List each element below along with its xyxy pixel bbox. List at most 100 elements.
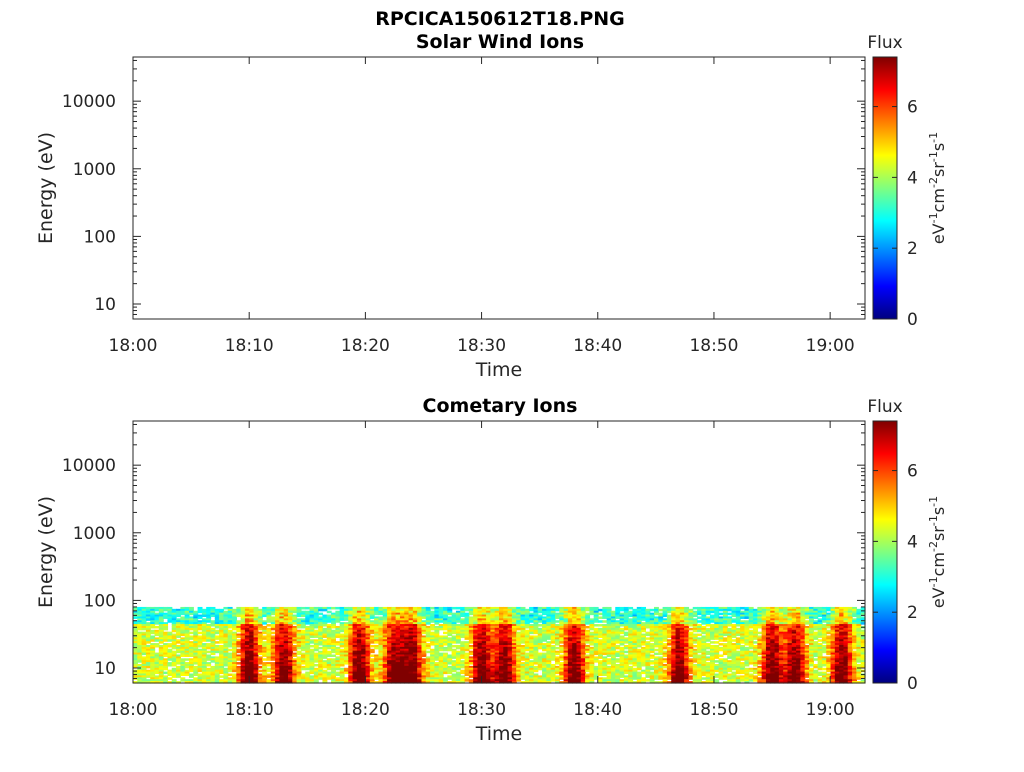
spectrogram-cell (206, 664, 211, 667)
spectrogram-cell (624, 634, 629, 637)
spectrogram-cell (335, 668, 340, 671)
spectrogram-cell (555, 620, 560, 623)
spectrogram-cell (460, 672, 465, 675)
spectrogram-cell (266, 675, 271, 678)
spectrogram-cell (198, 611, 203, 614)
spectrogram-cell (206, 647, 211, 650)
spectrogram-cell (378, 613, 383, 616)
spectrogram-cell (434, 658, 439, 661)
spectrogram-cell (688, 624, 693, 627)
spectrogram-cell (374, 677, 379, 680)
spectrogram-cell (624, 672, 629, 675)
spectrogram-cell (469, 653, 474, 656)
spectrogram-cell (327, 654, 332, 657)
spectrogram-cell (624, 628, 629, 631)
spectrogram-cell (430, 628, 435, 631)
spectrogram-cell (176, 675, 181, 678)
spectrogram-cell (331, 654, 336, 657)
spectrogram-cell (688, 628, 693, 631)
spectrogram-cell (598, 656, 603, 659)
colorbar-tick-label: 2 (907, 239, 918, 259)
colorbar-title: Flux (867, 33, 902, 53)
spectrogram-cell (641, 643, 646, 646)
panel-title: Cometary Ions (423, 395, 578, 417)
spectrogram-cell (645, 675, 650, 678)
spectrogram-cell (211, 653, 216, 656)
spectrogram-cell (310, 641, 315, 644)
spectrogram-cell (215, 651, 220, 654)
spectrogram-cell (236, 635, 241, 638)
spectrogram-cell (447, 672, 452, 675)
spectrogram-cell (598, 613, 603, 616)
spectrogram-cell (310, 645, 315, 648)
spectrogram-cell (271, 628, 276, 631)
spectrogram-cell (701, 677, 706, 680)
spectrogram-cell (292, 611, 297, 614)
spectrogram-cell (335, 643, 340, 646)
spectrogram-cell (542, 639, 547, 642)
spectrogram-cell (163, 616, 168, 619)
spectrogram-cell (198, 670, 203, 673)
spectrogram-cell (645, 637, 650, 640)
spectrogram-cell (693, 645, 698, 648)
spectrogram-cell (693, 660, 698, 663)
spectrogram-cell (594, 620, 599, 623)
spectrogram-cell (615, 654, 620, 657)
x-tick-label: 18:00 (109, 336, 158, 356)
unit-exponent: -1 (927, 212, 940, 223)
spectrogram-cell (615, 647, 620, 650)
colorbar (873, 57, 897, 319)
spectrogram-cell (551, 658, 556, 661)
spectrogram-cell (370, 654, 375, 657)
spectrogram-cell (180, 634, 185, 637)
spectrogram-cell (262, 637, 267, 640)
spectrogram-cell (335, 653, 340, 656)
spectrogram-cell (297, 653, 302, 656)
spectrogram-cell (172, 630, 177, 633)
spectrogram-cell (185, 673, 190, 676)
spectrogram-cell (206, 639, 211, 642)
spectrogram-cell (516, 679, 521, 682)
spectrogram-cell (314, 664, 319, 667)
spectrogram-cell (620, 643, 625, 646)
spectrogram-cell (443, 628, 448, 631)
spectrogram-cell (538, 668, 543, 671)
spectrogram-cell (370, 641, 375, 644)
spectrogram-cell (456, 668, 461, 671)
spectrogram-cell (706, 613, 711, 616)
spectrogram-cell (370, 645, 375, 648)
spectrogram-cell (650, 668, 655, 671)
spectrogram-cell (667, 635, 672, 638)
spectrogram-cell (327, 668, 332, 671)
spectrogram-cell (439, 628, 444, 631)
spectrogram-cell (189, 613, 194, 616)
spectrogram-cell (620, 624, 625, 627)
spectrogram-cell (146, 666, 151, 669)
x-tick-label: 18:30 (457, 336, 506, 356)
spectrogram-cell (585, 670, 590, 673)
spectrogram-cell (305, 622, 310, 625)
spectrogram-cell (654, 649, 659, 652)
spectrogram-cell (155, 639, 160, 642)
spectrogram-cell (624, 651, 629, 654)
spectrogram-cell (198, 616, 203, 619)
colorbar-tick-label: 6 (907, 98, 918, 118)
spectrogram-cell (146, 618, 151, 621)
spectrogram-cell (301, 607, 306, 610)
spectrogram-cell (258, 628, 263, 631)
spectrogram-cell (344, 618, 349, 621)
spectrogram-cell (456, 647, 461, 650)
spectrogram-cell (559, 651, 564, 654)
spectrogram-cell (533, 670, 538, 673)
spectrogram-cell (142, 653, 147, 656)
spectrogram-cell (447, 613, 452, 616)
spectrogram-cell (258, 670, 263, 673)
spectrogram-cell (219, 675, 224, 678)
spectrogram-cell (266, 664, 271, 667)
spectrogram-cell (232, 628, 237, 631)
spectrogram-cell (370, 616, 375, 619)
spectrogram-cell (189, 670, 194, 673)
spectrogram-cell (706, 624, 711, 627)
spectrogram-cell (163, 672, 168, 675)
spectrogram-cell (327, 611, 332, 614)
